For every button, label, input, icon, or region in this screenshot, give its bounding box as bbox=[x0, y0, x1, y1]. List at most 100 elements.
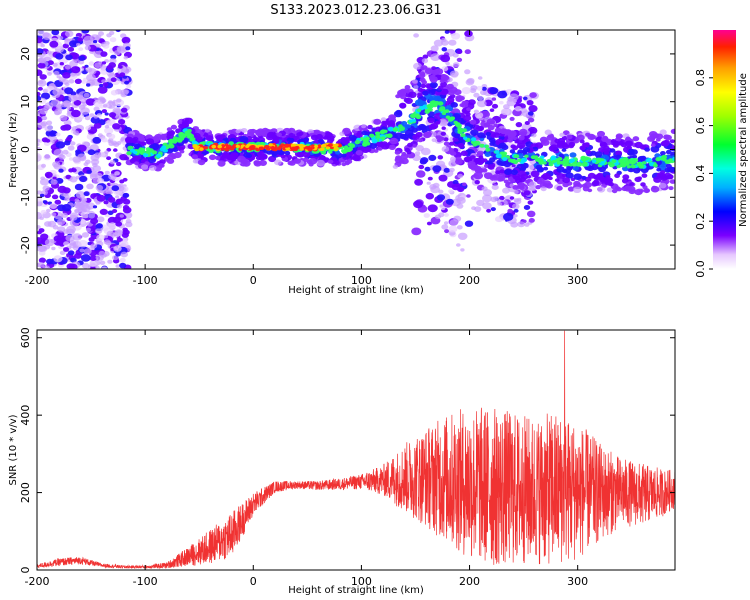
heatmap-cell bbox=[328, 148, 333, 152]
heatmap-cell bbox=[423, 132, 431, 138]
heatmap-cell bbox=[61, 204, 72, 212]
heatmap-cell bbox=[106, 230, 115, 237]
heatmap-cell bbox=[94, 172, 103, 179]
heatmap-cell bbox=[66, 263, 75, 269]
heatmap-cell bbox=[83, 248, 92, 255]
heatmap-cell bbox=[561, 148, 567, 152]
heatmap-cell bbox=[66, 136, 72, 141]
heatmap-cell bbox=[147, 140, 153, 145]
snr-y-ticks: 0 200 400 600 bbox=[19, 327, 675, 574]
heatmap-cell bbox=[611, 159, 617, 164]
heatmap-cell bbox=[473, 92, 480, 98]
heatmap-cell bbox=[495, 127, 502, 133]
heatmap-cell bbox=[103, 104, 108, 108]
heatmap-cell bbox=[93, 122, 102, 129]
y-tick-label: 600 bbox=[19, 327, 32, 348]
heatmap-cell bbox=[479, 137, 485, 142]
heatmap-cell bbox=[439, 79, 445, 83]
heatmap-cell bbox=[448, 39, 457, 46]
heatmap-cell bbox=[74, 183, 84, 191]
heatmap-cell bbox=[449, 70, 459, 78]
heatmap-cell bbox=[611, 188, 618, 194]
heatmap-cell bbox=[413, 33, 419, 38]
heatmap-cell bbox=[445, 0, 454, 7]
heatmap-cell bbox=[56, 218, 66, 226]
heatmap-cell bbox=[527, 111, 534, 116]
heatmap-cell bbox=[460, 248, 465, 252]
heatmap-cell bbox=[44, 171, 53, 178]
heatmap-cell bbox=[412, 134, 420, 141]
heatmap-cell bbox=[37, 230, 42, 235]
heatmap-cell bbox=[97, 86, 108, 94]
heatmap-cell bbox=[607, 161, 613, 166]
heatmap-cell bbox=[624, 140, 633, 147]
heatmap-cell bbox=[78, 240, 88, 248]
heatmap-cell bbox=[456, 196, 466, 205]
heatmap-cell bbox=[39, 108, 48, 115]
heatmap-cell bbox=[494, 150, 500, 154]
heatmap-cell bbox=[626, 165, 632, 169]
heatmap-cell bbox=[37, 142, 40, 147]
heatmap-cell bbox=[569, 152, 577, 158]
heatmap-cell bbox=[101, 137, 108, 143]
heatmap-cell bbox=[55, 141, 66, 149]
heatmap-cell bbox=[531, 133, 537, 138]
heatmap-cell bbox=[58, 168, 64, 173]
heatmap-cell bbox=[380, 117, 387, 122]
heatmap-cell bbox=[59, 62, 64, 66]
heatmap-cell bbox=[420, 157, 429, 164]
heatmap-cell bbox=[41, 190, 48, 196]
heatmap-cell bbox=[474, 206, 482, 212]
heatmap-cell bbox=[430, 53, 441, 61]
spectrogram-x-label: Height of straight line (km) bbox=[288, 285, 424, 296]
heatmap-cell bbox=[316, 159, 326, 167]
heatmap-cell bbox=[633, 167, 641, 174]
heatmap-cell bbox=[485, 147, 491, 152]
heatmap-cell bbox=[499, 169, 505, 174]
heatmap-cell bbox=[487, 164, 495, 170]
heatmap-cell bbox=[650, 185, 660, 193]
heatmap-cell bbox=[598, 166, 606, 173]
heatmap-cell bbox=[491, 133, 497, 138]
heatmap-cell bbox=[579, 145, 586, 151]
heatmap-cell bbox=[42, 32, 52, 40]
heatmap-cell bbox=[292, 146, 299, 152]
heatmap-cell bbox=[54, 199, 62, 205]
heatmap-cell bbox=[49, 203, 58, 209]
heatmap-cell bbox=[51, 246, 56, 251]
heatmap-cell bbox=[37, 138, 41, 143]
heatmap-cell bbox=[424, 68, 433, 75]
heatmap-cell bbox=[114, 230, 123, 237]
heatmap-cell bbox=[117, 46, 126, 54]
heatmap-cell bbox=[507, 208, 513, 213]
heatmap-cell bbox=[284, 143, 290, 148]
heatmap-cell bbox=[425, 20, 432, 25]
heatmap-cell bbox=[217, 160, 226, 167]
heatmap-cell bbox=[640, 182, 646, 187]
heatmap-cell bbox=[411, 227, 422, 236]
y-tick-label: -20 bbox=[19, 236, 32, 254]
heatmap-cell bbox=[67, 250, 75, 256]
heatmap-cell bbox=[45, 138, 51, 143]
heatmap-cell bbox=[230, 156, 237, 162]
x-tick-label: 100 bbox=[351, 274, 372, 287]
heatmap-cell bbox=[270, 145, 276, 150]
heatmap-cell bbox=[37, 106, 40, 111]
heatmap-cell bbox=[101, 61, 107, 65]
heatmap-cell bbox=[120, 251, 128, 258]
heatmap-cell bbox=[53, 235, 62, 242]
heatmap-cell bbox=[264, 144, 270, 149]
heatmap-cell bbox=[327, 143, 333, 148]
heatmap-cell bbox=[119, 154, 128, 161]
heatmap-cell bbox=[516, 142, 526, 149]
heatmap-cell bbox=[95, 254, 104, 261]
heatmap-cell bbox=[298, 143, 305, 148]
heatmap-cell bbox=[490, 207, 496, 212]
heatmap-cell bbox=[62, 72, 71, 79]
heatmap-cell bbox=[293, 158, 301, 164]
heatmap-cell bbox=[659, 129, 667, 135]
heatmap-cell bbox=[37, 91, 41, 97]
heatmap-cell bbox=[503, 212, 514, 221]
heatmap-cell bbox=[555, 158, 560, 162]
